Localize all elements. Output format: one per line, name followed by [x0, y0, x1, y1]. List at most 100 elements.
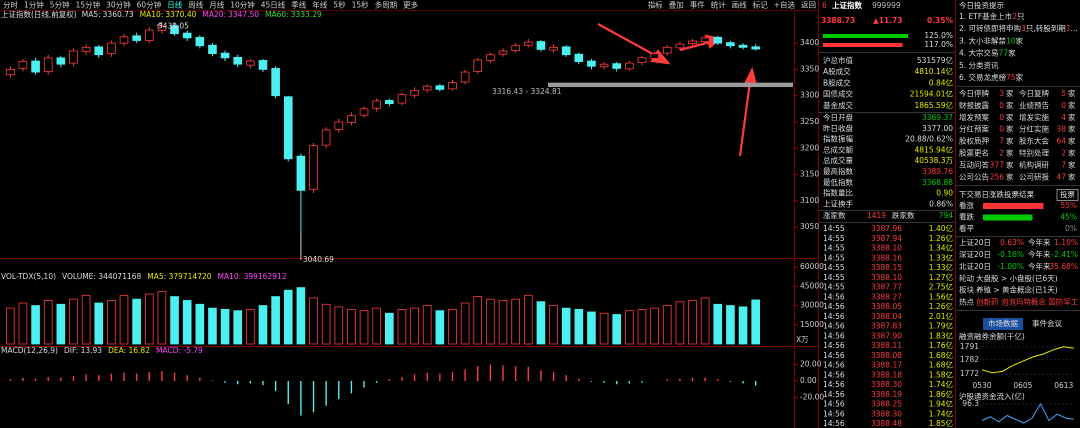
candle-body — [31, 60, 40, 73]
period-tab[interactable]: 10分钟 — [230, 0, 255, 10]
volume-bar — [56, 303, 66, 345]
stat-label: 今日开盘 — [823, 112, 853, 122]
arrow — [738, 81, 752, 157]
event-label: 股权质押 — [959, 136, 989, 146]
stat-value: 20.88/0.62% — [905, 135, 953, 144]
period-tab[interactable]: 周线 — [188, 0, 203, 10]
stat-value: 0.86% — [929, 199, 953, 208]
tip-item[interactable]: 1. ETF基金上市 — [959, 11, 1013, 21]
candle-body — [751, 46, 760, 50]
vote-button-frame[interactable] — [1056, 189, 1079, 201]
event-count: 0 — [999, 125, 1004, 134]
candle-body — [6, 69, 15, 76]
tick-price: 3388.08 — [871, 351, 902, 360]
period-tab[interactable]: 多周期 — [375, 0, 398, 10]
ma-value: 3370.40 — [165, 10, 196, 19]
x-tick-label: 0605 — [1013, 381, 1032, 390]
volume-bar — [738, 306, 748, 345]
tick-volume: 1.26亿 — [929, 301, 954, 311]
tip-item[interactable]: 6. 交易龙虎榜 — [959, 72, 1007, 82]
tool-button[interactable]: 指标 — [648, 0, 663, 10]
tip-item: 3 — [1021, 24, 1026, 33]
low-annotation: 3040.69 — [303, 255, 334, 264]
tip-item[interactable]: 5. 分类资讯 — [959, 60, 999, 70]
volume-bar — [347, 309, 356, 345]
volume-bar — [751, 299, 760, 345]
rotation-value[interactable]: 大盘股 > 小盘股(已6天) — [976, 273, 1058, 283]
event-count: 7 — [1061, 160, 1066, 169]
period-tab[interactable]: 季线 — [291, 0, 306, 10]
tip-item[interactable]: 4. 大宗交易 — [959, 48, 999, 58]
tool-button[interactable]: 事件 — [690, 0, 705, 10]
volume-bar — [359, 310, 369, 345]
period-tab[interactable]: 30分钟 — [106, 0, 131, 10]
tick-volume: 1.76亿 — [929, 340, 954, 350]
vote-bar — [983, 214, 1033, 221]
period-tab[interactable]: 60分钟 — [137, 0, 162, 10]
volume-bar — [460, 302, 470, 345]
tick-time: 14:55 — [823, 263, 845, 272]
tool-button[interactable]: +自选 — [774, 0, 796, 10]
period-tab[interactable]: 5分钟 — [50, 0, 70, 10]
y-tick-label: 0.00 — [800, 376, 817, 385]
volume-bar — [422, 305, 432, 345]
period-tab[interactable]: 15秒 — [352, 0, 370, 10]
stat-label: B股成交 — [823, 77, 851, 87]
y-tick-label: 1791 — [960, 342, 979, 351]
active-tab-bg — [983, 318, 1023, 330]
event-count: 47 — [1056, 172, 1066, 181]
tick-price: 3388.30 — [871, 409, 902, 418]
event-unit: 家 — [1068, 171, 1076, 181]
tool-button[interactable]: 统计 — [711, 0, 726, 10]
return-label: 深证20日 — [959, 250, 991, 259]
vote-pct: 45% — [1060, 213, 1077, 222]
volume-bar — [726, 305, 735, 345]
stat-value: 3368.88 — [922, 178, 953, 187]
period-tab[interactable]: 1分钟 — [24, 0, 44, 10]
period-tab[interactable]: 15分钟 — [76, 0, 101, 10]
stat-value: 40538.3万 — [914, 156, 953, 165]
y-tick-label: 3100 — [800, 196, 819, 205]
event-count: 7 — [999, 137, 1004, 146]
tool-button[interactable]: 返回 — [801, 1, 816, 10]
tool-button[interactable]: 叠加 — [669, 0, 684, 10]
panel-tab[interactable]: 市场数据 — [988, 318, 1018, 328]
rotation-value[interactable]: 养殖 > 黄金概念(已1天) — [976, 285, 1058, 295]
tick-time: 14:56 — [823, 322, 845, 331]
candle-body — [296, 155, 306, 191]
tip-item: 2 — [1012, 12, 1017, 21]
event-unit: 家 — [1006, 171, 1014, 181]
stat-label: 指数振幅 — [823, 134, 853, 144]
rotation-value[interactable]: 创新药 泡泡玛特概念 国防军工 — [976, 296, 1079, 306]
period-tab[interactable]: 5秒 — [333, 0, 346, 10]
event-label: 今日停牌 — [959, 88, 989, 98]
volume-bar — [132, 298, 141, 345]
high-annotation: 3439.05 — [158, 22, 189, 31]
candle-body — [107, 42, 116, 55]
candle-body — [56, 57, 66, 65]
period-tab[interactable]: 年线 — [312, 0, 327, 10]
period-tab[interactable]: 更多 — [403, 0, 418, 10]
tip-item[interactable]: 2. 可转债即将申购 — [959, 23, 1021, 33]
event-count: 3 — [999, 89, 1004, 98]
event-label: 分红实施 — [1019, 124, 1049, 134]
tip-item[interactable]: 3. 大小非解禁 — [959, 35, 1007, 45]
volume-bar — [195, 303, 205, 345]
period-tab[interactable]: 分时 — [3, 0, 18, 10]
rotation-label: 热点 — [959, 296, 974, 306]
ma-name: MA60: — [265, 10, 289, 19]
candle-body — [271, 67, 280, 97]
period-tab[interactable]: 月线 — [209, 0, 224, 10]
period-tab[interactable]: 日线 — [167, 0, 182, 10]
volume-bar — [283, 289, 293, 345]
stat-label: 最高指数 — [823, 166, 853, 176]
market-prefix: 6 — [822, 1, 827, 10]
tick-time: 14:56 — [823, 400, 845, 409]
tool-button[interactable]: 画线 — [732, 0, 747, 10]
vote-button[interactable]: 投票 — [1060, 189, 1076, 199]
event-count: 0 — [999, 113, 1004, 122]
period-tab[interactable]: 45日线 — [261, 0, 286, 10]
tool-button[interactable]: 标记 — [753, 0, 768, 10]
candle-body — [309, 145, 318, 190]
panel-tab[interactable]: 事件会议 — [1032, 318, 1062, 328]
